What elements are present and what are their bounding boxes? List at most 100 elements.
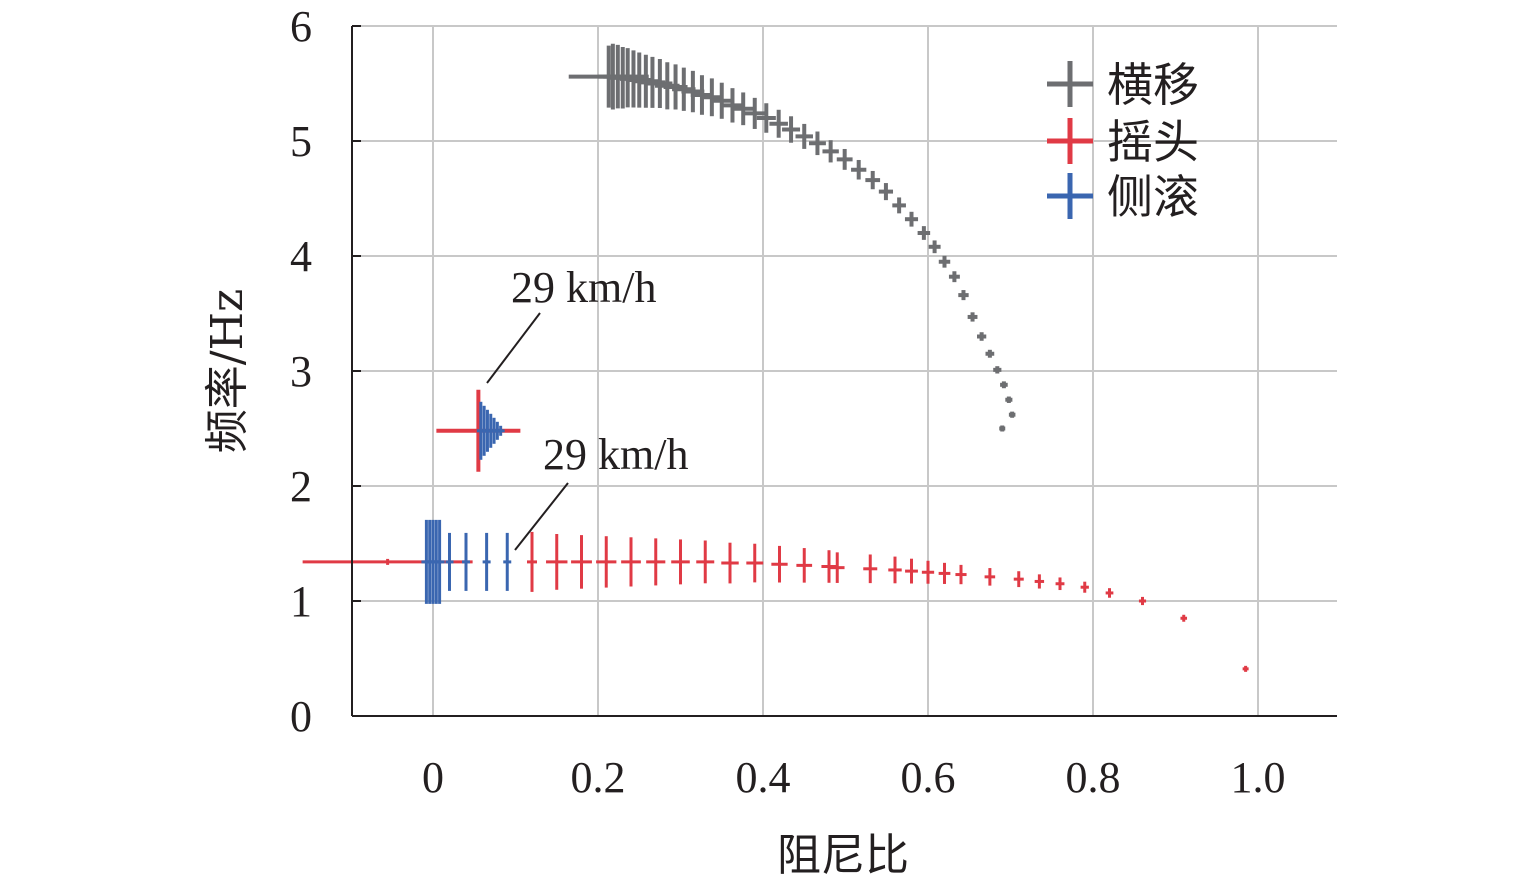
data-point <box>851 159 867 180</box>
data-point <box>917 226 931 240</box>
legend-label: 摇头 <box>1107 115 1199 169</box>
data-point <box>527 531 537 592</box>
data-point <box>746 543 764 583</box>
y-tick-label: 5 <box>290 117 312 166</box>
data-point <box>445 532 454 591</box>
x-tick-label: 0 <box>422 753 444 802</box>
y-tick-label: 0 <box>290 692 312 741</box>
data-point <box>829 552 845 583</box>
y-tick-label: 3 <box>290 347 312 396</box>
data-point <box>434 519 445 604</box>
data-point <box>482 532 491 591</box>
data-point <box>1005 396 1013 403</box>
data-point <box>1080 581 1089 593</box>
annotation-label: 29 km/h <box>543 430 688 479</box>
x-tick-label: 0.6 <box>901 753 956 802</box>
data-point <box>796 548 813 583</box>
annotation-label: 29 km/h <box>511 263 656 312</box>
data-point <box>863 554 878 584</box>
data-point <box>744 97 765 129</box>
data-point <box>696 540 715 584</box>
y-tick-label: 1 <box>290 577 312 626</box>
data-point <box>976 332 987 341</box>
y-tick-label: 4 <box>290 232 312 281</box>
x-axis-title: 阻尼比 <box>777 830 909 881</box>
data-point <box>904 211 919 227</box>
data-point <box>756 103 776 133</box>
data-point <box>955 564 967 585</box>
data-point <box>769 109 788 138</box>
legend-item: 摇头 <box>1047 115 1199 169</box>
data-point <box>984 568 996 586</box>
data-point <box>771 545 788 583</box>
data-point <box>836 148 853 170</box>
legend: 横移 摇头 侧滚 <box>1047 58 1199 224</box>
data-point <box>948 271 960 283</box>
legend-item: 横移 <box>1047 58 1199 112</box>
x-tick-label: 1.0 <box>1231 753 1286 802</box>
data-point <box>905 558 918 584</box>
data-point <box>993 366 1002 374</box>
data-point <box>571 535 592 589</box>
y-tick-label: 6 <box>290 2 312 51</box>
data-point <box>782 116 801 143</box>
legend-item: 侧滚 <box>1047 170 1199 224</box>
legend-marker-roll <box>1047 173 1093 219</box>
legend-marker-lateral <box>1047 61 1093 107</box>
grid <box>352 25 1337 716</box>
data-point <box>808 131 826 156</box>
data-point <box>711 82 733 119</box>
data-point <box>938 255 951 268</box>
series-3 <box>421 389 521 604</box>
data-point <box>1008 411 1016 418</box>
data-point <box>546 534 568 590</box>
data-point <box>958 290 969 301</box>
data-point <box>721 542 739 584</box>
data-point <box>1138 596 1147 606</box>
data-point <box>822 140 839 163</box>
data-point <box>999 425 1006 432</box>
data-point <box>646 538 666 586</box>
legend-label: 侧滚 <box>1107 170 1199 224</box>
data-point <box>921 560 935 584</box>
data-point <box>1242 665 1249 672</box>
data-point <box>690 75 714 115</box>
legend-marker-yaw <box>1047 118 1093 164</box>
y-axis-title: 频率/Hz <box>202 289 253 453</box>
x-tick-label: 0.4 <box>736 753 791 802</box>
data-point <box>503 532 512 591</box>
data-point <box>462 532 470 591</box>
data-point <box>938 562 951 584</box>
data-point <box>700 78 723 117</box>
annotation-leader-line <box>514 482 569 551</box>
legend-label: 横移 <box>1107 58 1199 112</box>
data-point <box>1000 381 1008 389</box>
data-point <box>733 92 754 126</box>
data-point <box>892 197 906 214</box>
data-point <box>888 556 902 584</box>
data-point <box>621 537 641 587</box>
data-point <box>1055 577 1065 591</box>
data-point <box>865 170 881 190</box>
data-point <box>671 539 690 585</box>
y-tick-label: 2 <box>290 462 312 511</box>
data-point <box>928 240 941 254</box>
data-point <box>722 88 743 123</box>
data-point <box>878 183 894 201</box>
data-point <box>1105 588 1114 598</box>
data-point <box>596 536 617 588</box>
annotation-leader-line <box>486 312 541 384</box>
x-tick-label: 0.2 <box>571 753 626 802</box>
annotations: 29 km/h 29 km/h <box>486 263 688 551</box>
data-point <box>1034 574 1045 589</box>
plot-area <box>302 43 1249 672</box>
data-point <box>985 349 995 358</box>
data-point <box>1180 614 1188 622</box>
data-point <box>496 425 505 436</box>
data-point <box>967 312 978 322</box>
tick-labels: 0 1 2 3 4 5 6 0 0.2 0.4 0.6 0.8 1.0 <box>290 2 1286 802</box>
x-tick-label: 0.8 <box>1066 753 1121 802</box>
data-point <box>795 123 813 149</box>
data-point <box>1013 571 1024 588</box>
